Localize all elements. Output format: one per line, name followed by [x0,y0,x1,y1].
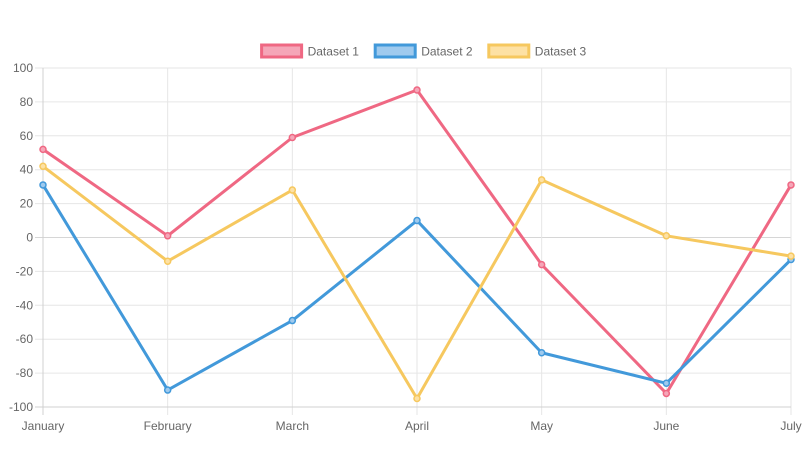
data-point[interactable] [163,257,172,265]
legend-label: Dataset 1 [308,45,360,59]
data-point[interactable] [288,316,297,325]
legend-label: Dataset 2 [421,45,473,59]
data-point[interactable] [662,389,671,398]
x-tick-label: April [405,419,429,433]
data-point[interactable] [787,181,795,189]
legend-swatch [487,43,531,59]
data-point[interactable] [537,260,546,269]
data-point[interactable] [537,349,546,357]
data-point[interactable] [163,232,172,240]
y-tick-label: 100 [13,61,33,75]
data-point[interactable] [413,394,421,403]
data-point[interactable] [288,133,297,142]
legend-swatch [260,43,304,59]
legend: Dataset 1 Dataset 2 Dataset 3 [260,43,587,59]
series-3 [39,162,795,403]
x-tick-label: March [276,419,309,433]
data-point[interactable] [413,216,421,225]
axes: 100 80 60 40 20 0 -20 -40 -60 -80 -100 January Febru… [9,61,802,433]
data-point[interactable] [787,252,795,260]
y-tick-label: -100 [9,400,33,414]
series-2 [39,181,795,394]
x-tick-label: January [22,419,65,433]
y-tick-label: -80 [16,366,34,380]
y-tick-label: -40 [16,298,34,312]
x-tick-label: May [530,419,553,433]
data-point[interactable] [39,145,47,154]
legend-item-dataset-3[interactable]: Dataset 3 [487,43,587,59]
data-point[interactable] [537,176,546,184]
x-tick-label: June [653,419,679,433]
legend-item-dataset-2[interactable]: Dataset 2 [373,43,473,59]
y-tick-label: 60 [20,129,34,143]
legend-label: Dataset 3 [535,45,587,59]
legend-item-dataset-1[interactable]: Dataset 1 [260,43,360,59]
data-point[interactable] [662,379,671,388]
data-point[interactable] [39,162,47,171]
series-lines [39,86,795,403]
data-point[interactable] [163,386,172,394]
data-point[interactable] [39,181,47,189]
legend-swatch [373,43,417,59]
y-tick-label: 20 [20,197,34,211]
data-point[interactable] [413,86,421,94]
y-tick-label: -20 [16,264,34,278]
data-point[interactable] [288,186,297,194]
data-point[interactable] [662,232,671,240]
y-tick-label: 80 [20,95,34,109]
x-tick-label: February [144,419,192,433]
x-tick-label: July [780,419,801,433]
y-tick-label: 40 [20,163,34,177]
y-tick-label: 0 [26,231,33,245]
grid [35,67,792,415]
y-tick-label: -60 [16,332,34,346]
series-1 [39,86,795,398]
